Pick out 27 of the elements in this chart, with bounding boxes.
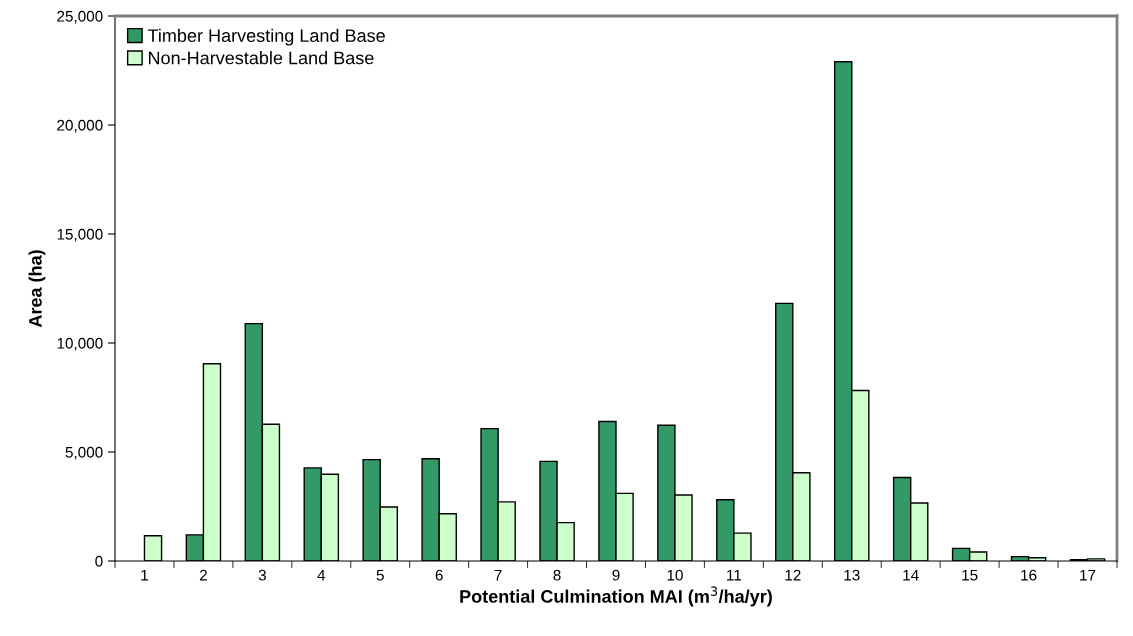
y-tick-label: 5,000 [65,446,103,460]
x-tick-label: 10 [667,569,683,581]
x-tick-label: 6 [435,569,443,581]
x-tick-label: 15 [962,569,978,581]
x-tick-label: 3 [258,569,266,581]
legend-label: Non-Harvestable Land Base [148,51,374,65]
y-tick-label: 20,000 [57,119,103,133]
y-axis-title: Area (ha) [28,250,46,328]
x-tick-label: 5 [376,569,384,581]
x-tick-label: 17 [1080,569,1096,581]
y-tick-label: 25,000 [57,10,103,24]
x-tick-label: 13 [844,569,860,581]
x-tick-label: 4 [317,569,326,581]
x-tick-label: 9 [612,569,620,581]
y-tick-label: 10,000 [57,337,103,351]
x-tick-label: 1 [141,569,148,581]
x-tick-label: 11 [727,569,742,581]
x-tick-label: 8 [553,569,561,581]
x-tick-label: 2 [199,569,207,581]
x-tick-label: 12 [785,569,801,581]
y-tick-label: 15,000 [57,228,103,242]
x-tick-label: 14 [903,569,919,581]
x-axis-title: Potential Culmination MAI (m$^{3}$/ha/yr) [460,586,772,607]
x-tick-label: 16 [1021,569,1037,581]
legend-label: Timber Harvesting Land Base [147,28,385,46]
x-tick-label: 7 [494,569,502,581]
y-tick-label: 0 [95,555,103,567]
